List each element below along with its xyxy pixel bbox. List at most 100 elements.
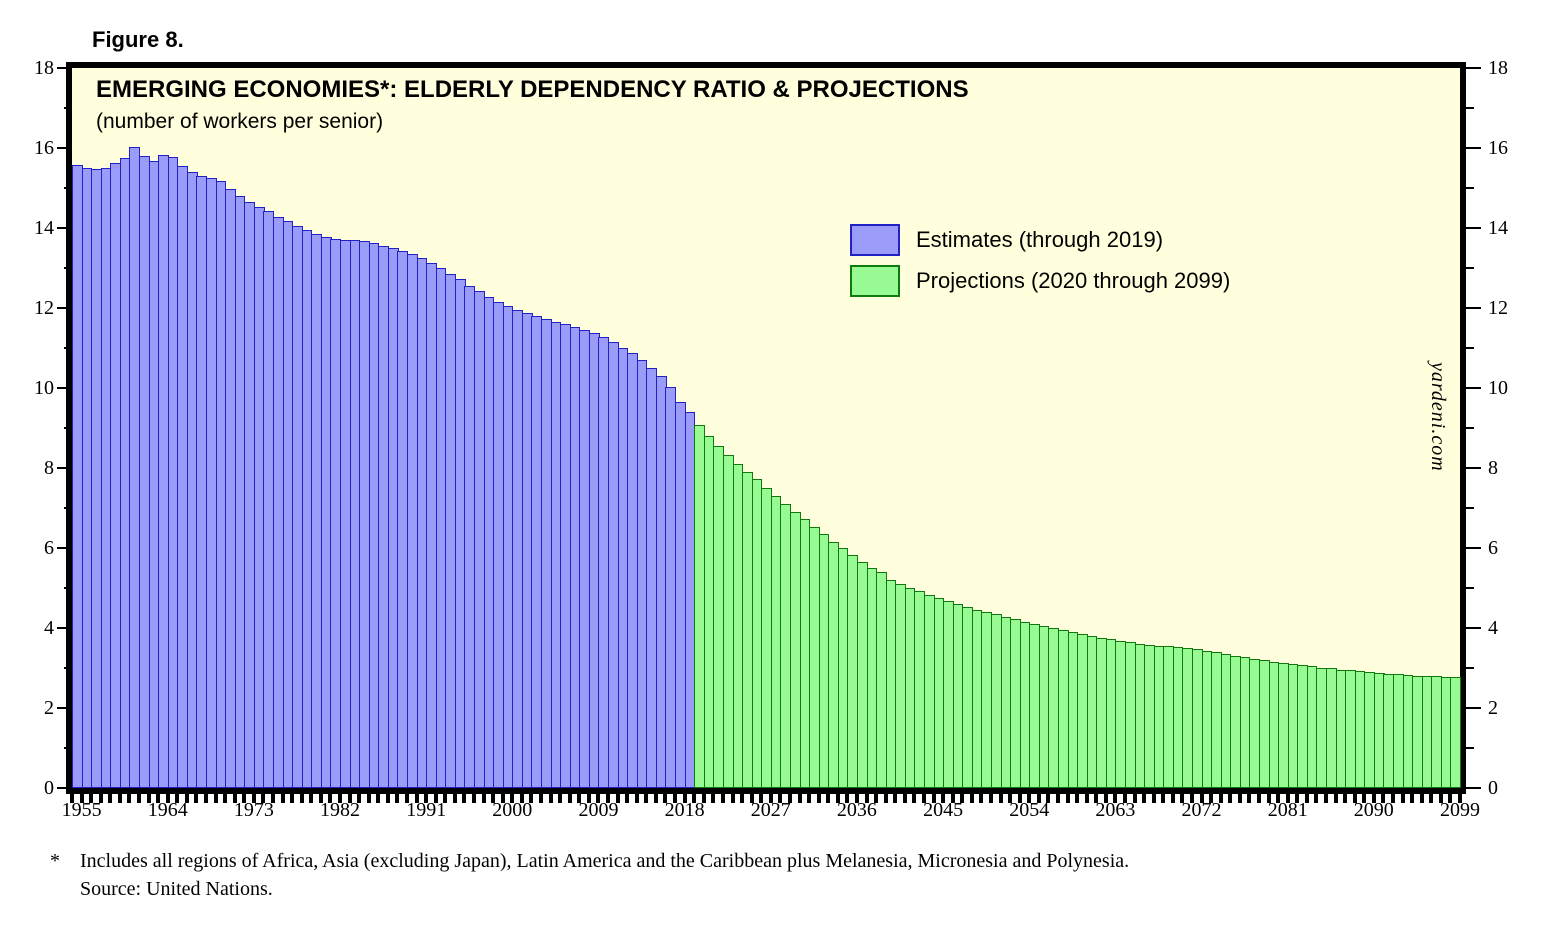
y-axis-label-right-18: 18 bbox=[1488, 57, 1508, 79]
x-tick bbox=[1084, 794, 1089, 803]
x-tick bbox=[596, 794, 601, 803]
y-tick bbox=[64, 107, 72, 109]
x-tick bbox=[673, 794, 678, 803]
x-tick bbox=[1400, 794, 1405, 803]
x-tick bbox=[1314, 794, 1319, 803]
x-tick bbox=[70, 794, 74, 803]
y-tick bbox=[1466, 307, 1481, 309]
x-tick bbox=[510, 794, 515, 803]
y-axis-label-right-16: 16 bbox=[1488, 137, 1508, 159]
x-tick bbox=[366, 794, 371, 803]
x-tick bbox=[1323, 794, 1328, 803]
y-tick bbox=[57, 787, 72, 789]
x-tick bbox=[1381, 794, 1386, 803]
x-tick bbox=[318, 794, 323, 803]
x-tick bbox=[845, 794, 850, 803]
x-tick bbox=[1075, 794, 1080, 803]
x-axis-label-1973: 1973 bbox=[233, 799, 274, 821]
x-tick bbox=[969, 794, 974, 803]
x-tick bbox=[548, 794, 553, 803]
y-tick bbox=[1466, 427, 1474, 429]
x-tick bbox=[567, 794, 572, 803]
x-axis-label-2036: 2036 bbox=[836, 799, 877, 821]
x-tick bbox=[577, 794, 582, 803]
y-tick bbox=[1466, 187, 1474, 189]
x-tick bbox=[1036, 794, 1041, 803]
x-tick bbox=[204, 794, 208, 803]
x-tick bbox=[1343, 794, 1348, 803]
chart-title: EMERGING ECONOMIES*: ELDERLY DEPENDENCY … bbox=[96, 76, 969, 103]
legend-item-estimates: Estimates (through 2019) bbox=[850, 224, 1230, 256]
x-tick bbox=[242, 794, 247, 803]
y-tick bbox=[1466, 667, 1474, 669]
x-tick bbox=[1247, 794, 1252, 803]
y-axis-label-right-8: 8 bbox=[1488, 457, 1498, 479]
y-tick bbox=[64, 347, 72, 349]
figure-label: Figure 8. bbox=[92, 27, 184, 52]
x-tick bbox=[759, 794, 764, 803]
x-tick bbox=[701, 794, 706, 803]
y-tick bbox=[57, 387, 72, 389]
chart-subtitle: (number of workers per senior) bbox=[96, 110, 384, 133]
x-tick bbox=[232, 794, 237, 803]
x-tick bbox=[1458, 794, 1462, 803]
x-tick bbox=[213, 794, 218, 803]
footnote-asterisk: * bbox=[50, 850, 60, 872]
y-tick bbox=[57, 307, 72, 309]
x-axis-label-2054: 2054 bbox=[1009, 799, 1050, 821]
x-tick bbox=[931, 794, 936, 803]
x-tick bbox=[778, 794, 783, 803]
x-tick bbox=[835, 794, 840, 803]
x-tick bbox=[998, 794, 1003, 803]
y-axis-label-left-0: 0 bbox=[44, 777, 54, 799]
x-tick bbox=[1228, 794, 1233, 803]
y-axis-label-left-14: 14 bbox=[34, 217, 54, 239]
x-tick bbox=[347, 794, 352, 803]
x-tick bbox=[385, 794, 390, 803]
x-tick bbox=[280, 794, 285, 803]
x-axis-label-1955: 1955 bbox=[61, 799, 102, 821]
x-axis-label-2081: 2081 bbox=[1267, 799, 1308, 821]
x-tick bbox=[711, 794, 716, 803]
y-tick bbox=[1466, 747, 1474, 749]
x-tick bbox=[1055, 794, 1060, 803]
x-axis-label-2072: 2072 bbox=[1181, 799, 1222, 821]
y-tick bbox=[57, 227, 72, 229]
x-tick bbox=[137, 794, 141, 803]
x-tick bbox=[615, 794, 620, 803]
x-axis-label-2099: 2099 bbox=[1440, 799, 1480, 821]
x-tick bbox=[749, 794, 754, 803]
y-tick bbox=[1466, 547, 1481, 549]
y-tick bbox=[1466, 507, 1474, 509]
legend-label-projections: Projections (2020 through 2099) bbox=[916, 268, 1231, 293]
x-tick bbox=[184, 794, 189, 803]
y-tick bbox=[57, 627, 72, 629]
x-tick bbox=[1352, 794, 1357, 803]
x-tick bbox=[452, 794, 457, 803]
x-tick bbox=[1256, 794, 1261, 803]
x-tick bbox=[261, 794, 266, 803]
y-tick bbox=[1466, 467, 1481, 469]
x-tick bbox=[481, 794, 486, 803]
x-tick bbox=[309, 794, 314, 803]
x-tick bbox=[692, 794, 697, 803]
x-tick bbox=[625, 794, 630, 803]
x-tick bbox=[1276, 794, 1281, 803]
x-tick bbox=[902, 794, 907, 803]
x-tick bbox=[730, 794, 735, 803]
x-tick bbox=[558, 794, 563, 803]
y-axis-label-right-0: 0 bbox=[1488, 777, 1498, 799]
y-tick bbox=[64, 187, 72, 189]
x-axis-label-1982: 1982 bbox=[320, 799, 360, 821]
x-tick bbox=[941, 794, 946, 803]
x-tick bbox=[988, 794, 993, 803]
x-tick bbox=[376, 794, 381, 803]
x-tick bbox=[1218, 794, 1223, 803]
x-tick bbox=[1017, 794, 1022, 803]
x-tick bbox=[1199, 794, 1204, 803]
x-tick bbox=[893, 794, 898, 803]
y-axis-label-right-6: 6 bbox=[1488, 537, 1498, 559]
y-axis-label-left-18: 18 bbox=[34, 57, 54, 79]
x-tick bbox=[883, 794, 888, 803]
x-tick bbox=[720, 794, 725, 803]
